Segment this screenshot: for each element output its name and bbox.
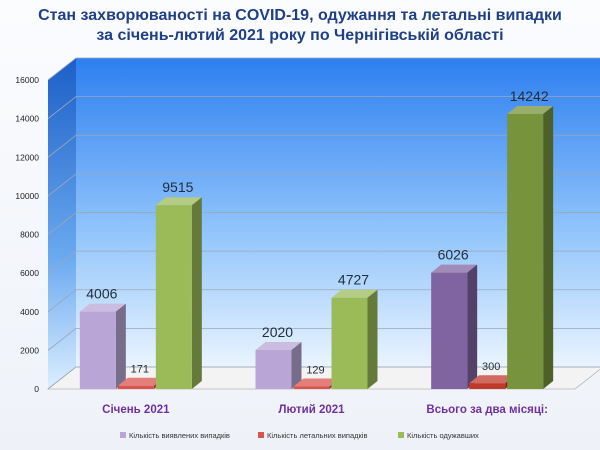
bar-front [331, 297, 368, 389]
y-tick-label: 4000 [20, 307, 39, 317]
legend-item: Кількість виявлених випадків [120, 431, 230, 440]
y-tick-label: 2000 [20, 345, 39, 355]
data-label: 6026 [438, 247, 469, 263]
bar-front [507, 113, 544, 389]
gridline [47, 250, 600, 274]
bar-top [331, 289, 378, 298]
bar-top [155, 197, 202, 206]
x-tick-label: Всього за два місяці: [426, 404, 548, 416]
gridline [47, 212, 600, 235]
bar-side [115, 303, 126, 389]
gridline [47, 289, 600, 313]
data-label: 2020 [262, 324, 293, 340]
gridline [47, 366, 600, 390]
legend-label: Кількість летальних випадків [267, 431, 367, 440]
bar [331, 289, 378, 389]
bar-front [293, 386, 330, 389]
y-tick-label: 14000 [15, 114, 39, 124]
data-label: 129 [306, 365, 324, 377]
bar-side [543, 105, 554, 389]
legend-swatch [398, 432, 404, 438]
y-tick-label: 16000 [15, 75, 39, 85]
bar [255, 341, 302, 389]
bar [507, 105, 554, 389]
gridline [47, 96, 600, 119]
bar-top [117, 377, 164, 386]
bar [431, 264, 478, 389]
data-label: 4006 [86, 286, 117, 302]
gridline [47, 134, 600, 158]
chart-title: Стан захворюваності на COVID-19, одужанн… [0, 6, 600, 46]
bar-top [255, 341, 302, 350]
gridline [47, 57, 600, 81]
y-tick-label: 10000 [15, 191, 39, 201]
bar-side [191, 197, 202, 389]
x-tick-label: Лютий 2021 [278, 404, 345, 416]
chart-title-line-2: за січень-лютий 2021 року по Чернігівськ… [96, 27, 504, 44]
bar-front [117, 385, 154, 389]
bar-top [507, 105, 554, 114]
bar [79, 303, 126, 389]
y-tick-label: 6000 [20, 268, 39, 278]
bar-top [79, 303, 126, 312]
data-label: 9515 [162, 179, 193, 195]
legend-label: Кількість виявлених випадків [129, 431, 230, 440]
legend-swatch [120, 432, 126, 438]
bar-side [467, 264, 478, 389]
bar-front [79, 311, 116, 389]
bar [155, 197, 202, 389]
chart-title-line-1: Стан захворюваності на COVID-19, одужанн… [38, 7, 562, 24]
bar-front [431, 272, 468, 389]
data-label: 300 [482, 361, 500, 373]
legend-label: Кількість одужавших [407, 431, 479, 440]
data-label: 4727 [338, 272, 369, 288]
data-label: 14242 [510, 88, 549, 104]
bar-top [431, 264, 478, 273]
bar-side [367, 289, 378, 389]
bar-front [155, 205, 192, 389]
legend-swatch [258, 432, 264, 438]
legend-item: Кількість одужавших [398, 431, 479, 440]
x-tick-label: Січень 2021 [102, 404, 170, 416]
y-tick-label: 8000 [20, 230, 39, 240]
y-tick-label: 12000 [15, 152, 39, 162]
bar-top [293, 378, 340, 387]
gridline [47, 173, 600, 197]
legend-item: Кількість летальних випадків [258, 431, 367, 440]
gridline [47, 327, 600, 351]
data-label: 171 [131, 364, 149, 376]
bar-front [469, 383, 506, 389]
y-tick-label: 0 [34, 384, 39, 394]
bar-top [469, 375, 516, 384]
bar-side [291, 341, 302, 389]
bar-front [255, 349, 292, 389]
